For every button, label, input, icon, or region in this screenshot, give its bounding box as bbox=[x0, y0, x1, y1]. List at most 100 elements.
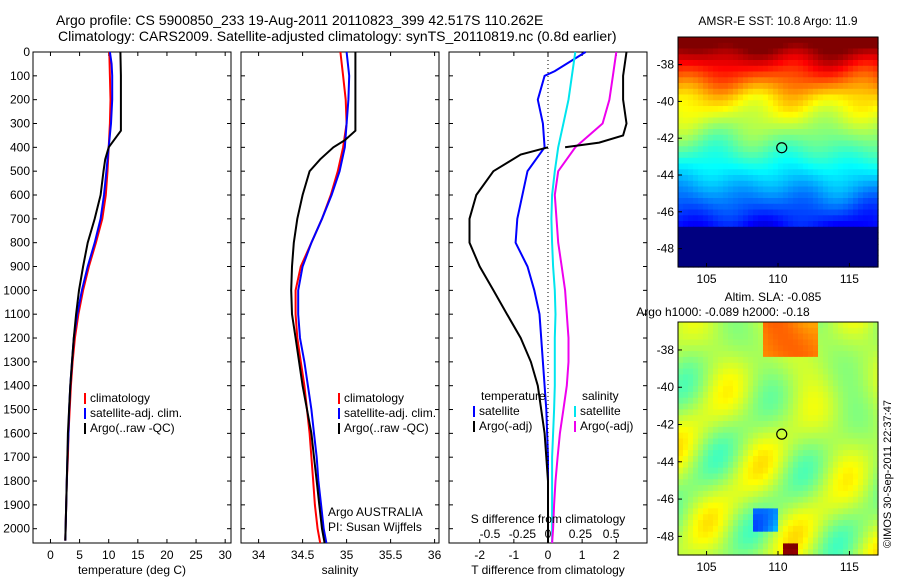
map-cell bbox=[783, 461, 789, 469]
map-cell bbox=[693, 123, 699, 130]
map-cell bbox=[718, 180, 724, 188]
map-cell bbox=[873, 514, 879, 521]
map-cell bbox=[813, 175, 819, 182]
map-cell bbox=[798, 391, 804, 399]
map-cell bbox=[798, 249, 804, 257]
map-cell bbox=[758, 409, 764, 416]
map-cell bbox=[783, 415, 789, 422]
map-cell bbox=[683, 140, 689, 147]
map-cell bbox=[703, 496, 709, 504]
map-cell bbox=[718, 362, 724, 370]
map-cell bbox=[863, 83, 869, 90]
map-cell bbox=[733, 221, 739, 228]
map-cell bbox=[843, 327, 849, 335]
map-cell bbox=[713, 94, 719, 101]
map-cell bbox=[703, 485, 709, 492]
map-cell bbox=[723, 456, 729, 463]
map-x-tick-label: 110 bbox=[768, 560, 787, 574]
map-cell bbox=[728, 48, 734, 55]
map-cell bbox=[753, 502, 759, 509]
map-cell bbox=[803, 203, 809, 211]
map-cell bbox=[708, 327, 714, 335]
map-cell bbox=[743, 514, 749, 521]
map-cell bbox=[738, 514, 744, 521]
map-cell bbox=[693, 461, 699, 469]
map-cell bbox=[813, 520, 819, 527]
map-y-tick-label: -40 bbox=[657, 380, 675, 394]
map-cell bbox=[778, 525, 784, 533]
map-cell bbox=[693, 333, 699, 340]
map-cell bbox=[718, 409, 724, 416]
map-cell bbox=[853, 426, 859, 434]
map-cell bbox=[763, 391, 769, 399]
map-cell bbox=[818, 100, 824, 107]
map-cell bbox=[843, 140, 849, 147]
map-cell bbox=[723, 255, 729, 262]
map-cell bbox=[748, 531, 754, 539]
map-cell bbox=[748, 432, 754, 440]
map-cell bbox=[803, 456, 809, 463]
map-cell bbox=[793, 426, 799, 434]
map-cell bbox=[773, 157, 779, 165]
map-cell bbox=[738, 238, 744, 245]
map-cell bbox=[683, 186, 689, 193]
map-cell bbox=[803, 77, 809, 84]
map-cell bbox=[758, 111, 764, 119]
map-cell bbox=[778, 450, 784, 457]
map-cell bbox=[753, 77, 759, 84]
map-cell bbox=[693, 232, 699, 239]
map-cell bbox=[788, 421, 794, 428]
map-cell bbox=[868, 362, 874, 370]
map-cell bbox=[683, 226, 689, 234]
map-cell bbox=[808, 198, 814, 205]
map-cell bbox=[698, 261, 704, 268]
map-cell bbox=[788, 403, 794, 410]
map-cell bbox=[793, 362, 799, 370]
map-cell bbox=[838, 549, 844, 556]
map-cell bbox=[743, 374, 749, 381]
map-cell bbox=[813, 456, 819, 463]
map-cell bbox=[693, 106, 699, 113]
map-cell bbox=[713, 146, 719, 153]
map-cell bbox=[723, 157, 729, 165]
map-cell bbox=[773, 48, 779, 55]
map-cell bbox=[758, 456, 764, 463]
map-cell bbox=[773, 345, 779, 352]
map-cell bbox=[713, 255, 719, 262]
map-cell bbox=[733, 186, 739, 193]
map-cell bbox=[703, 249, 709, 257]
map-cell bbox=[683, 409, 689, 416]
map-cell bbox=[703, 490, 709, 498]
map-cell bbox=[748, 209, 754, 216]
map-cell bbox=[853, 232, 859, 239]
map-cell bbox=[858, 339, 864, 346]
map-cell bbox=[688, 543, 694, 550]
map-cell bbox=[803, 461, 809, 469]
map-cell bbox=[813, 37, 819, 44]
map-cell bbox=[693, 496, 699, 504]
x-tick-label: 35.5 bbox=[379, 548, 403, 562]
map-cell bbox=[713, 215, 719, 222]
map-cell bbox=[843, 450, 849, 457]
map-cell bbox=[853, 94, 859, 101]
map-cell bbox=[848, 461, 854, 469]
map-cell bbox=[693, 198, 699, 205]
map-cell bbox=[793, 198, 799, 205]
map-cell bbox=[838, 261, 844, 268]
map-cell bbox=[833, 37, 839, 44]
map-cell bbox=[773, 198, 779, 205]
map-cell bbox=[698, 106, 704, 113]
map-cell bbox=[773, 531, 779, 539]
map-cell bbox=[833, 60, 839, 67]
map-cell bbox=[823, 152, 829, 159]
map-cell bbox=[728, 368, 734, 375]
map-cell bbox=[788, 549, 794, 556]
map-cell bbox=[853, 339, 859, 346]
map-cell bbox=[738, 339, 744, 346]
map-cell bbox=[863, 479, 869, 486]
map-cell bbox=[793, 71, 799, 78]
map-cell bbox=[678, 525, 684, 533]
map-cell bbox=[703, 502, 709, 509]
map-cell bbox=[773, 362, 779, 370]
map-cell bbox=[798, 467, 804, 474]
